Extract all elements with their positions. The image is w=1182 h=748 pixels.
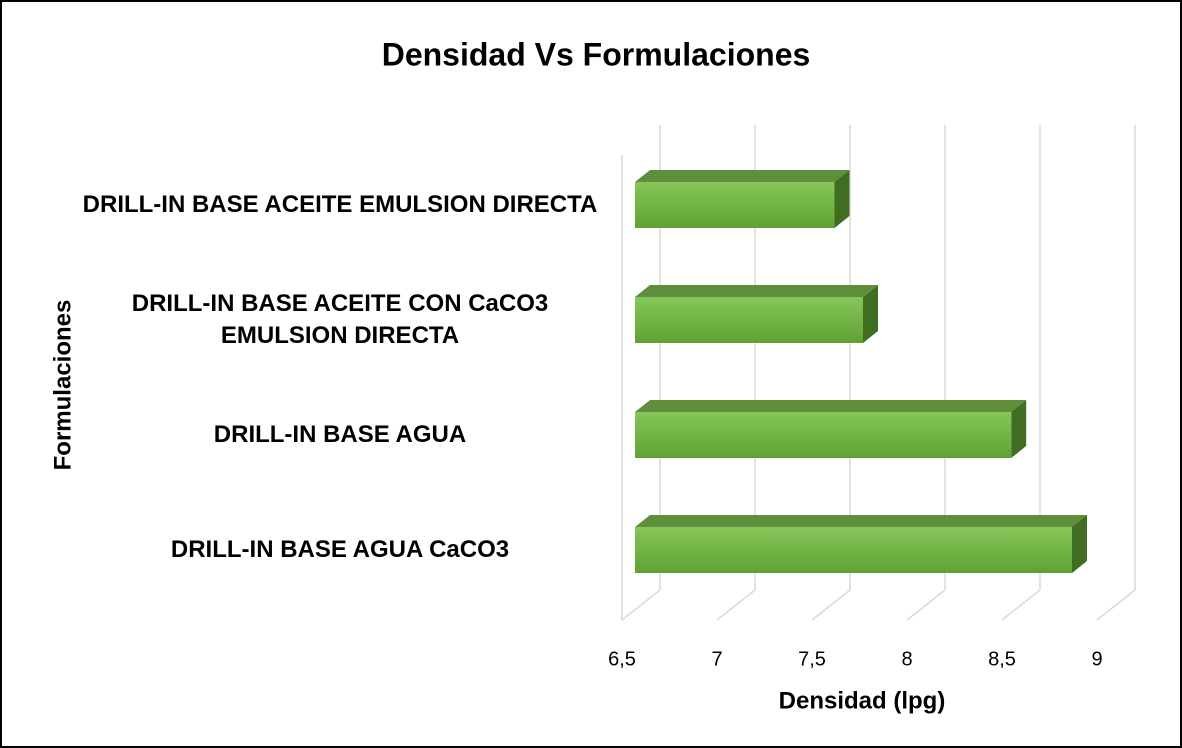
grid-line xyxy=(1001,589,1041,621)
y-tick-label: DRILL-IN BASE AGUA CaCO3 xyxy=(170,536,510,563)
bar-side xyxy=(863,285,878,343)
x-axis-title: Densidad (lpg) xyxy=(779,687,946,714)
y-tick-label: DRILL-IN BASE ACEITE CON CaCO3 EMULSION … xyxy=(131,290,549,349)
x-tick-label: 7,5 xyxy=(798,648,826,670)
y-axis-title: Formulaciones xyxy=(49,300,76,471)
bar xyxy=(635,182,835,228)
grid-line xyxy=(1096,589,1136,621)
bar xyxy=(635,412,1012,458)
bar-top xyxy=(635,170,850,182)
x-tick-label: 9 xyxy=(1091,648,1102,670)
x-tick-label: 8,5 xyxy=(988,648,1016,670)
x-tick-label: 7 xyxy=(711,648,722,670)
y-tick-label: DRILL-IN BASE AGUA xyxy=(213,421,467,448)
bar-top xyxy=(635,515,1087,527)
bar-top xyxy=(635,400,1027,412)
grid-line xyxy=(906,589,946,621)
x-tick-label: 8 xyxy=(901,648,912,670)
bar-side xyxy=(834,170,850,228)
x-tick-label: 6,5 xyxy=(608,648,636,670)
bar-side xyxy=(1011,400,1027,458)
bar-top xyxy=(635,285,878,297)
y-tick-label: DRILL-IN BASE ACEITE EMULSION DIRECTA xyxy=(82,191,598,218)
grid-line xyxy=(811,589,851,621)
bar xyxy=(635,297,863,343)
grid-line xyxy=(621,589,661,621)
grid-line xyxy=(716,589,756,621)
bar xyxy=(635,527,1072,573)
chart-title: Densidad Vs Formulaciones xyxy=(382,36,811,72)
bar-side xyxy=(1072,515,1087,573)
